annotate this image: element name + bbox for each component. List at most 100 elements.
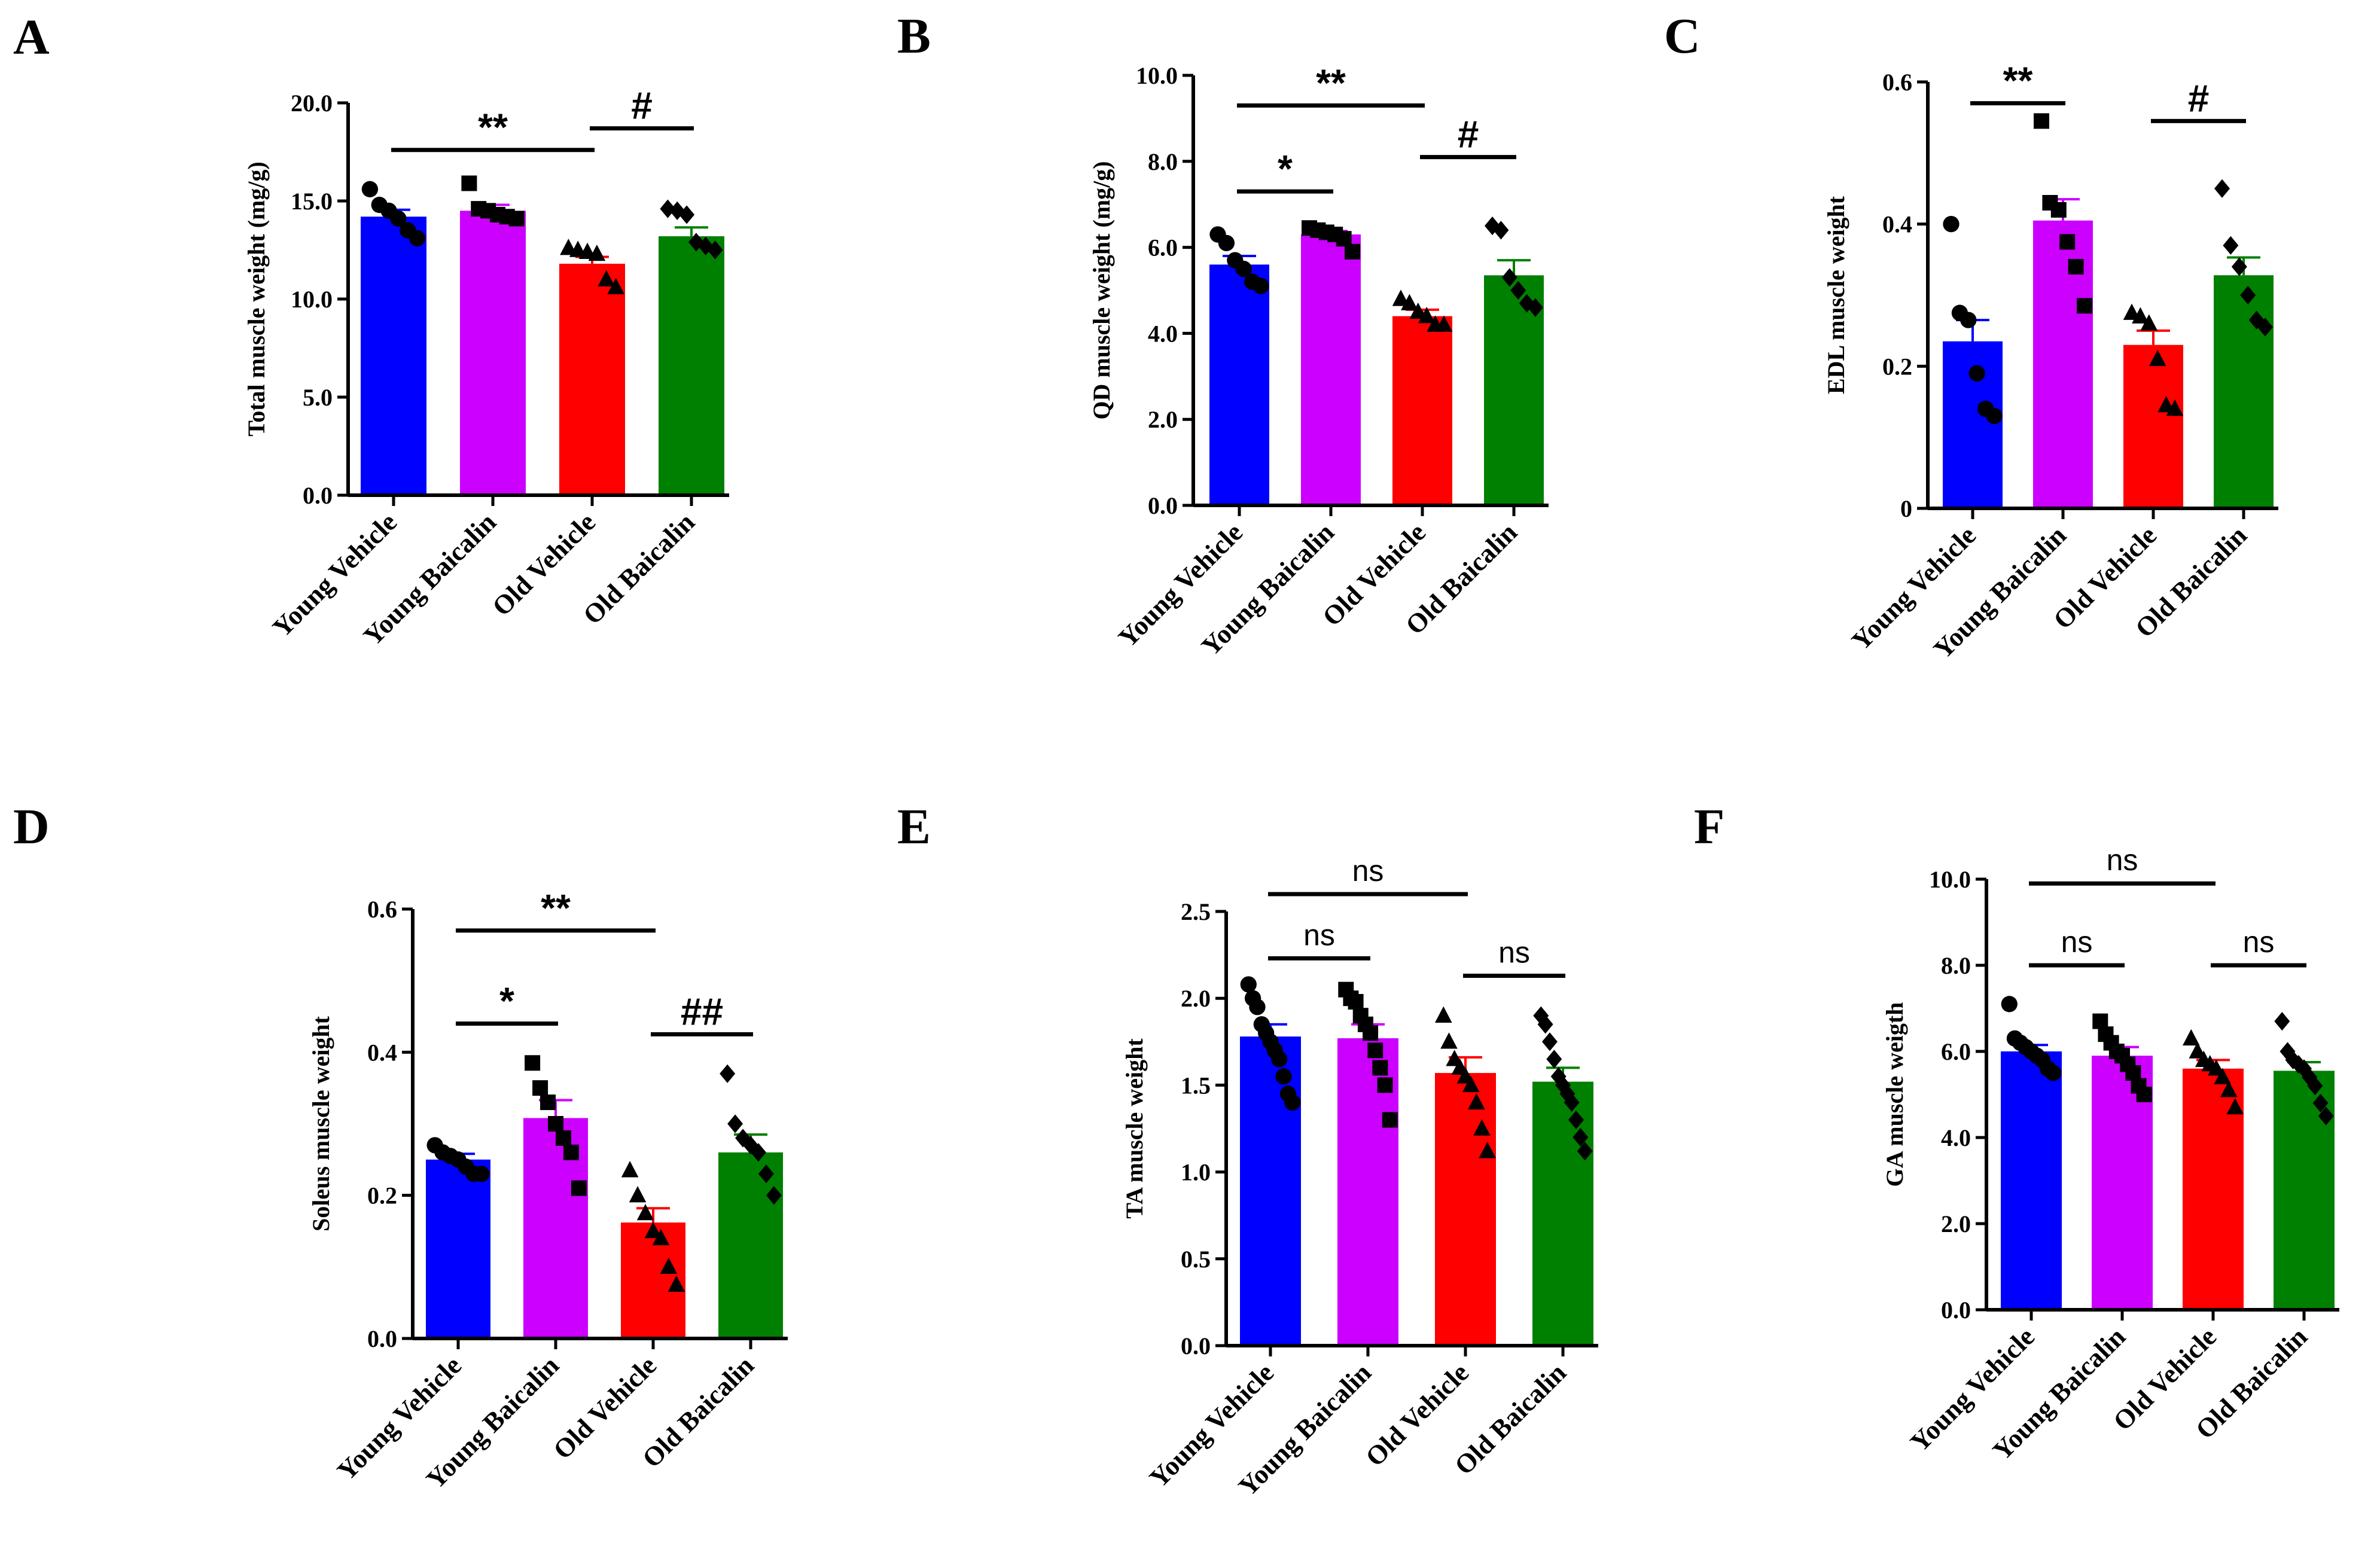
- panel-a-point-0-0: [361, 181, 379, 197]
- panel-c-bar-1: [2033, 220, 2093, 508]
- panel-f-ytick-label-3: 6.0: [1941, 1038, 1971, 1065]
- panel-b-ytick-label-1: 2.0: [1148, 406, 1178, 433]
- panel-a-point-3-2: [679, 205, 695, 224]
- panel-f-y-axis-title: GA muscle weigth: [1881, 1002, 1908, 1187]
- panel-d-point-2-1: [629, 1186, 647, 1203]
- panel-f-bar-3: [2274, 1071, 2335, 1310]
- panel-e-point-2-7: [1473, 1119, 1491, 1136]
- panel-a-point-0-5: [409, 230, 426, 246]
- panel-e-ytick-label-2: 1.0: [1181, 1159, 1211, 1186]
- panel-f-point-2-1: [2189, 1042, 2207, 1059]
- panel-f-point-3-8: [2318, 1106, 2334, 1126]
- panel-b-point-3-0: [1485, 217, 1500, 236]
- panel-e-point-1-8: [1377, 1077, 1393, 1093]
- panel-d-point-1-6: [571, 1180, 587, 1196]
- panel-a-bar-3: [659, 236, 724, 495]
- panel-b-ytick-label-0: 0.0: [1148, 492, 1178, 519]
- panel-a-point-2-3: [588, 244, 606, 261]
- panel-c-point-2-1: [2132, 307, 2149, 324]
- panel-e-point-3-3: [1546, 1050, 1562, 1069]
- panel-c-ytick-label-2: 0.4: [1882, 211, 1912, 238]
- panel-e-point-0-7: [1271, 1051, 1288, 1068]
- panel-c-point-1-3: [2059, 234, 2076, 250]
- panel-b-sig-label-2: #: [1458, 113, 1479, 156]
- panel-d-point-2-4: [652, 1228, 670, 1246]
- panel-d-point-3-2: [735, 1129, 751, 1148]
- panel-e-point-3-1: [1537, 1015, 1553, 1034]
- panel-f-ytick-label-5: 10.0: [1929, 866, 1971, 893]
- panel-d-point-0-6: [473, 1166, 490, 1182]
- panel-d-point-1-3: [548, 1116, 563, 1132]
- panel-b-ytick-label-5: 10.0: [1136, 62, 1178, 89]
- panel-f-point-1-8: [2136, 1087, 2152, 1102]
- panel-e-point-2-6: [1468, 1093, 1485, 1110]
- panel-b-point-2-3: [1418, 307, 1436, 324]
- panel-e-point-2-5: [1462, 1075, 1480, 1093]
- panel-d-point-2-3: [644, 1221, 662, 1239]
- panel-e-bar-0: [1240, 1036, 1301, 1346]
- panel-e-point-2-8: [1479, 1142, 1497, 1158]
- panel-e-ytick-label-3: 1.5: [1181, 1072, 1211, 1099]
- panel-d-sig-label-2: ##: [681, 990, 723, 1033]
- panel-b-point-0-3: [1235, 260, 1252, 278]
- panel-a-point-3-5: [707, 240, 723, 260]
- panel-f-point-2-4: [2207, 1059, 2225, 1076]
- panel-f-point-0-0: [2001, 996, 2018, 1013]
- panel-c-point-0-3: [1968, 365, 1985, 382]
- panel-d-ytick-label-3: 0.6: [367, 896, 397, 923]
- panel-d-point-1-4: [555, 1130, 571, 1146]
- panel-c-point-1-0: [2034, 113, 2049, 129]
- panel-c-point-0-2: [1960, 312, 1977, 328]
- panel-f-point-2-0: [2182, 1029, 2200, 1046]
- panel-a-ytick-label-2: 10.0: [291, 286, 333, 313]
- panel-f-sig-label-2: ns: [2243, 925, 2275, 959]
- panel-a-sig-label-1: #: [631, 84, 653, 127]
- panel-c-point-2-3: [2149, 349, 2166, 367]
- panel-d-sig-label-1: *: [499, 979, 514, 1022]
- panel-d-letter: D: [13, 799, 50, 855]
- panel-e-point-1-9: [1382, 1112, 1398, 1128]
- panel-f-point-3-7: [2312, 1093, 2329, 1112]
- panel-b-sig-label-1: *: [1278, 147, 1293, 190]
- panel-f-sig-label-1: ns: [2061, 925, 2093, 959]
- panel-a-sig-label-0: **: [478, 106, 508, 149]
- panel-f-point-3-0: [2274, 1012, 2290, 1031]
- panel-a-ytick-label-1: 5.0: [303, 384, 333, 411]
- panel-e-letter: E: [897, 799, 931, 855]
- panel-f-point-2-7: [2226, 1098, 2244, 1115]
- panel-d-ytick-label-1: 0.2: [367, 1182, 397, 1209]
- panel-c-point-3-5: [2257, 318, 2273, 337]
- panel-f-point-0-8: [2045, 1065, 2062, 1081]
- panel-d-point-2-6: [668, 1275, 685, 1292]
- panel-d-point-3-6: [766, 1186, 782, 1205]
- panel-b-bar-0: [1209, 264, 1269, 505]
- panel-d-ytick-label-0: 0.0: [367, 1325, 397, 1352]
- panel-e-point-1-7: [1372, 1060, 1388, 1076]
- panel-b-point-0-5: [1253, 278, 1269, 294]
- panel-e-bar-2: [1435, 1073, 1496, 1346]
- panel-a-ytick-label-0: 0.0: [303, 482, 333, 509]
- panel-d-bar-0: [426, 1159, 490, 1338]
- panel-b-point-2-5: [1435, 315, 1453, 332]
- panel-e-ytick-label-4: 2.0: [1181, 985, 1211, 1012]
- panel-d-point-3-5: [758, 1164, 774, 1184]
- panel-c-point-3-2: [2231, 257, 2247, 276]
- panel-a-bar-1: [460, 211, 526, 495]
- panel-b-point-1-5: [1345, 243, 1360, 260]
- panel-b-ytick-label-3: 6.0: [1148, 234, 1178, 261]
- panel-b-letter: B: [897, 8, 931, 64]
- panel-c-bar-2: [2123, 344, 2183, 508]
- panel-e-point-3-7: [1564, 1093, 1580, 1112]
- panel-a-y-axis-title: Total muscle weight (mg/g): [243, 161, 270, 437]
- panel-c-point-3-1: [2223, 236, 2239, 255]
- panel-a-point-0-3: [390, 210, 407, 227]
- panel-d-point-2-2: [636, 1203, 654, 1221]
- panel-f-point-2-6: [2220, 1081, 2238, 1097]
- panel-e-point-3-10: [1577, 1142, 1593, 1161]
- panel-d-bar-3: [718, 1152, 783, 1338]
- panel-e-point-3-2: [1541, 1032, 1558, 1051]
- panel-e-point-3-0: [1533, 1006, 1549, 1025]
- panel-e-sig-label-0: ns: [1352, 854, 1384, 888]
